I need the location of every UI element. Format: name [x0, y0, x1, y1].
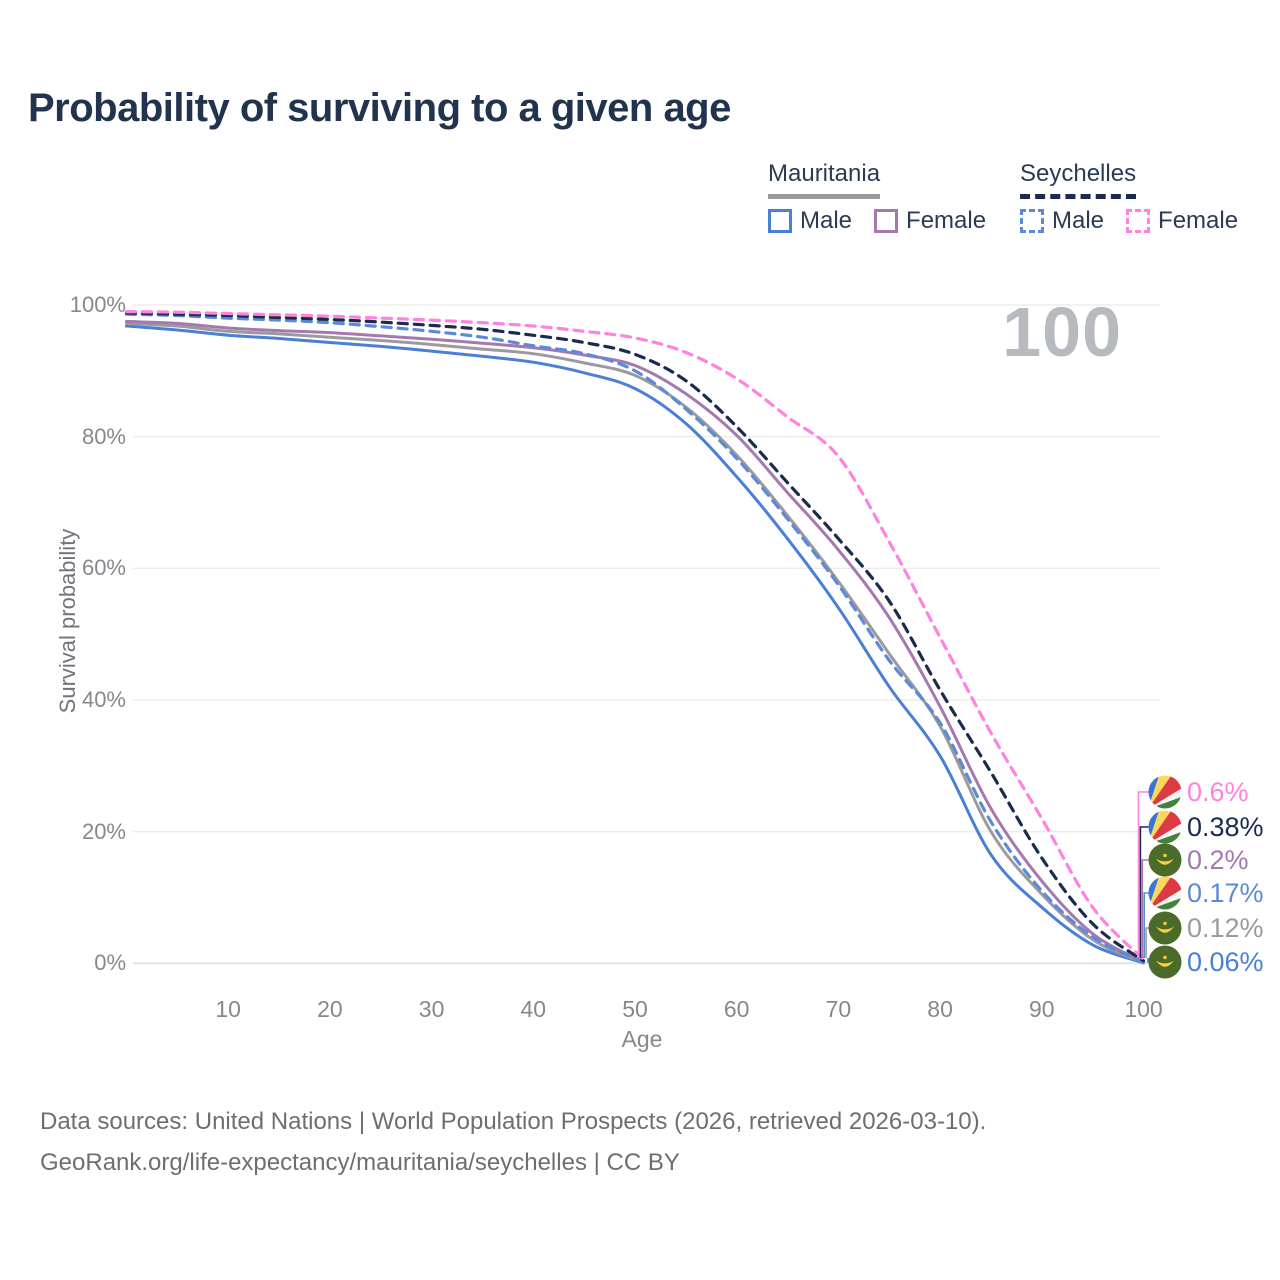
end-value-seychelles-both: 0.38%: [1187, 811, 1264, 842]
x-tick-80: 80: [927, 996, 953, 1022]
series-line-mauritania-both[interactable]: [125, 321, 1145, 964]
x-tick-50: 50: [622, 996, 648, 1022]
series-line-mauritania-male[interactable]: [125, 324, 1145, 965]
data-sources-note: Data sources: United Nations | World Pop…: [40, 1108, 987, 1135]
seychelles-flag-icon: [1148, 810, 1182, 844]
mauritania-flag-icon: [1148, 843, 1182, 877]
series-line-seychelles-male[interactable]: [124, 312, 1146, 964]
x-tick-30: 30: [418, 996, 445, 1022]
legend-country-mauritania[interactable]: Mauritania: [768, 160, 881, 199]
y-tick-20: 20%: [81, 818, 126, 844]
end-value-seychelles-female: 0.6%: [1187, 776, 1249, 807]
y-tick-60: 60%: [81, 555, 126, 581]
leader-line-seychelles-both: [1139, 826, 1150, 958]
end-value-mauritania-female: 0.2%: [1187, 844, 1249, 875]
legend-swatch-mauritania-male[interactable]: [768, 209, 792, 233]
x-tick-20: 20: [317, 996, 343, 1022]
y-tick-100: 100%: [69, 291, 126, 317]
leader-line-mauritania-female: [1141, 859, 1150, 958]
mauritania-flag-icon: [1148, 945, 1182, 979]
y-tick-80: 80%: [81, 423, 126, 449]
legend-group-mauritania: Mauritania Male Female: [768, 160, 1000, 235]
x-tick-70: 70: [825, 996, 852, 1022]
series-line-seychelles-both[interactable]: [124, 311, 1146, 963]
leader-line-seychelles-male: [1143, 892, 1150, 958]
series-line-mauritania-female[interactable]: [125, 319, 1145, 964]
legend-label-mauritania-female[interactable]: Female: [906, 207, 987, 234]
series-line-seychelles-female[interactable]: [124, 310, 1146, 961]
legend-country-seychelles[interactable]: Seychelles: [1020, 160, 1137, 199]
legend-swatch-mauritania-female[interactable]: [874, 209, 899, 233]
x-axis-title: Age: [621, 1026, 663, 1052]
seychelles-flag-icon: [1148, 876, 1182, 910]
end-value-mauritania-both: 0.12%: [1187, 912, 1264, 943]
end-label-mauritania-female: 0.2%: [1148, 843, 1249, 877]
page-title: Probability of surviving to a given age: [28, 86, 731, 130]
legend-label-seychelles-male[interactable]: Male: [1052, 207, 1105, 234]
mauritania-flag-icon: [1148, 911, 1182, 945]
end-label-seychelles-both: 0.38%: [1148, 810, 1264, 844]
legend-swatch-seychelles-male[interactable]: [1020, 209, 1044, 233]
x-tick-100: 100: [1124, 996, 1163, 1022]
end-value-seychelles-male: 0.17%: [1187, 877, 1264, 908]
legend-label-seychelles-female[interactable]: Female: [1158, 207, 1239, 234]
end-label-seychelles-male: 0.17%: [1148, 876, 1264, 910]
end-value-mauritania-male: 0.06%: [1187, 946, 1264, 977]
x-tick-40: 40: [520, 996, 547, 1022]
age-watermark: 100: [1002, 293, 1122, 371]
x-tick-10: 10: [215, 996, 241, 1022]
legend-group-seychelles: Seychelles Male Female: [1020, 160, 1252, 235]
end-label-mauritania-male: 0.06%: [1148, 945, 1264, 979]
x-tick-90: 90: [1029, 996, 1055, 1022]
leader-line-seychelles-female: [1137, 791, 1150, 958]
end-label-seychelles-female: 0.6%: [1148, 775, 1249, 809]
y-tick-0: 0%: [94, 950, 126, 976]
y-tick-40: 40%: [81, 686, 126, 712]
end-label-mauritania-both: 0.12%: [1148, 911, 1264, 945]
legend-swatch-seychelles-female[interactable]: [1126, 209, 1151, 233]
seychelles-flag-icon: [1148, 775, 1182, 809]
legend-label-mauritania-male[interactable]: Male: [800, 207, 853, 234]
x-tick-60: 60: [723, 996, 750, 1022]
attribution-note: GeoRank.org/life-expectancy/mauritania/s…: [40, 1149, 680, 1176]
